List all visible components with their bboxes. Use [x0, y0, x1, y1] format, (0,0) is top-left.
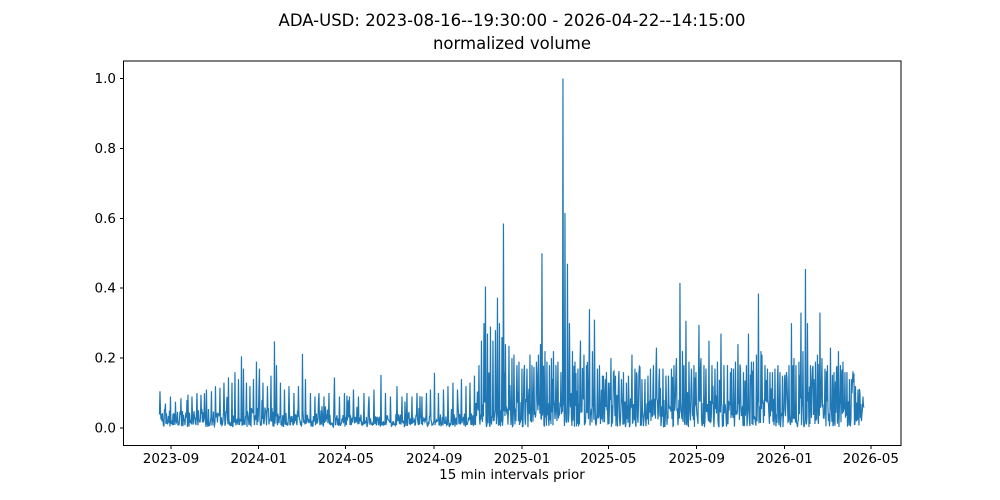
chart-title-line1: ADA-USD: 2023-08-16--19:30:00 - 2026-04-… — [278, 11, 746, 30]
x-tick-label: 2024-05 — [318, 451, 374, 467]
x-tick-label: 2025-09 — [669, 451, 725, 467]
x-tick-label: 2024-01 — [231, 451, 287, 467]
volume-series-line — [158, 78, 865, 429]
x-tick-label: 2025-05 — [580, 451, 636, 467]
y-tick-label: 0.4 — [95, 281, 116, 297]
x-tick-label: 2025-01 — [494, 451, 550, 467]
x-tick-label: 2024-09 — [406, 451, 462, 467]
y-tick-label: 0.8 — [95, 141, 116, 157]
x-tick-label: 2026-01 — [756, 451, 812, 467]
x-tick-label: 2026-05 — [843, 451, 899, 467]
chart-title-line2: normalized volume — [432, 34, 592, 53]
y-tick-label: 0.2 — [95, 351, 116, 367]
x-axis-label: 15 min intervals prior — [439, 467, 585, 483]
axes-box — [123, 60, 902, 446]
x-tick-label: 2023-09 — [143, 451, 199, 467]
y-tick-label: 0.6 — [95, 211, 116, 227]
y-tick-label: 0.0 — [95, 421, 116, 437]
chart-title: ADA-USD: 2023-08-16--19:30:00 - 2026-04-… — [123, 9, 901, 55]
y-tick-label: 1.0 — [95, 71, 116, 87]
